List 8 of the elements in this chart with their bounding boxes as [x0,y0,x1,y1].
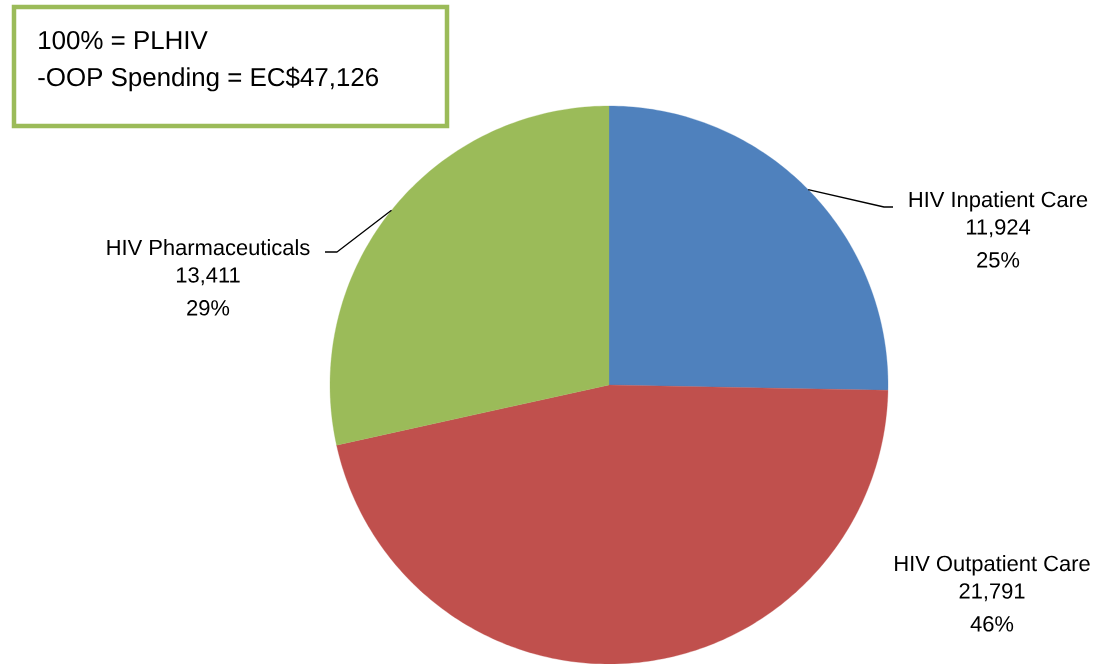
data-label: 21,791 46% [959,583,1025,632]
slice-label: HIV Outpatient Care [895,555,1090,576]
text: -OOP Spending = EC$47,126 [38,66,379,92]
data-label: 11,924 25% [966,219,1031,268]
data-label: 13,411 29% [176,267,240,316]
slice-label: HIV Pharmaceuticals [107,239,310,256]
text: 100% = PLHIV [39,30,208,50]
slice-label: HIV Inpatient Care [909,191,1088,212]
